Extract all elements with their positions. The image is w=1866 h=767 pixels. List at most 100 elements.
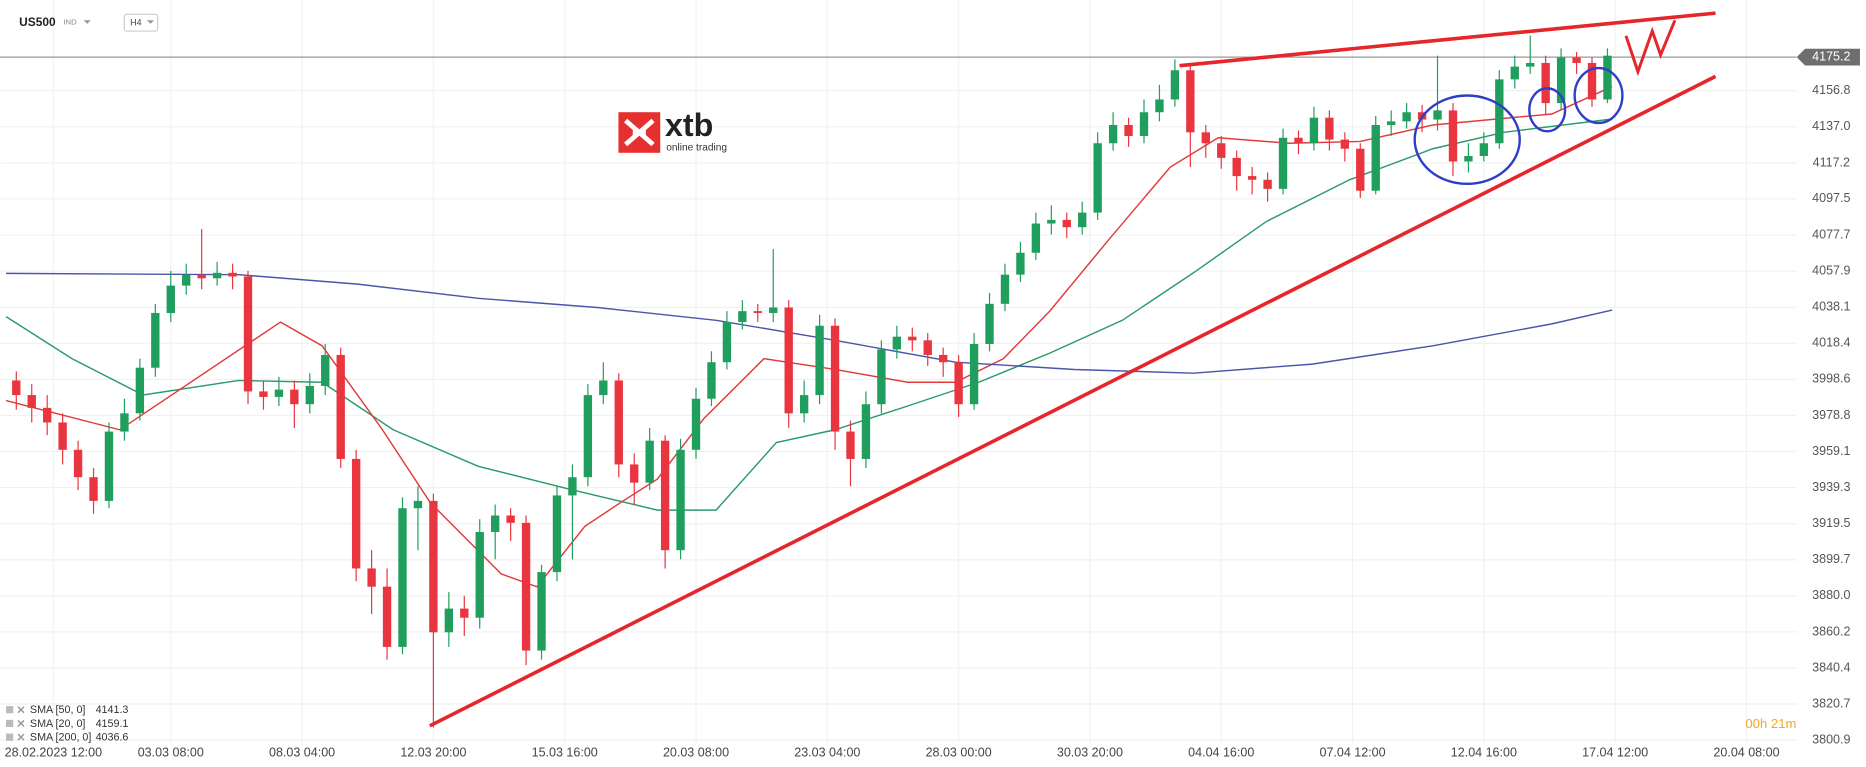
candle-body: [1155, 99, 1164, 113]
candle-body: [1247, 176, 1257, 180]
candle-body: [599, 380, 608, 396]
candle-body: [892, 336, 902, 350]
candle-body: [552, 495, 562, 573]
legend-value: 4141.3: [96, 704, 129, 716]
legend-close: [17, 733, 25, 741]
x-tick-label: 23.03 04:00: [794, 746, 860, 760]
interval: H4: [130, 18, 141, 28]
x-tick-label: 12.04 16:00: [1451, 746, 1517, 760]
candle-body: [939, 354, 948, 363]
legend-value: 4036.6: [96, 732, 129, 744]
candle-body: [691, 398, 701, 450]
y-tick-label: 4038.1: [1812, 300, 1850, 314]
candle-body: [1526, 62, 1535, 67]
y-tick-label: 4077.7: [1812, 227, 1850, 241]
candle-body: [274, 389, 284, 397]
highlight-ellipse: [1573, 66, 1624, 125]
candle-body: [151, 312, 160, 368]
legend: SMA [50, 0] 4141.3 SMA [20, 0] 4159.1 SMA [2…: [6, 704, 129, 744]
candle-body: [784, 307, 793, 414]
legend-icon: [6, 706, 14, 714]
legend-name: SMA [200, 0]: [30, 732, 91, 744]
candle-body: [1448, 110, 1458, 162]
annotations: [429, 11, 1717, 728]
x-tick-label: 17.04 12:00: [1582, 746, 1648, 760]
candle-body: [769, 307, 778, 313]
sma-line: [6, 272, 1613, 374]
w-sketch: [1624, 19, 1677, 77]
candle-body: [135, 367, 145, 414]
candle-body: [1000, 274, 1010, 304]
x-tick-label: 08.03 04:00: [269, 746, 335, 760]
highlight-ellipse: [1413, 94, 1521, 186]
y-tick-label: 3800.9: [1812, 732, 1850, 746]
x-tick-label: 04.04 16:00: [1188, 746, 1254, 760]
x-tick-label: 07.04 12:00: [1319, 746, 1385, 760]
candle-timer: 00h 21m: [1745, 716, 1796, 731]
candle-body: [1572, 57, 1581, 63]
candle-body: [861, 404, 871, 459]
market: IND: [63, 18, 77, 27]
candle-body: [1186, 70, 1195, 133]
candle-body: [521, 522, 531, 651]
symbol: US500: [19, 15, 56, 29]
candle-body: [367, 568, 376, 587]
x-tick-label: 20.04 08:00: [1713, 746, 1779, 760]
candle-body: [305, 385, 314, 405]
candle-body: [645, 440, 654, 483]
x-tick-label: 28.02.2023 12:00: [5, 746, 102, 760]
candle-body: [846, 431, 855, 459]
candle-body: [923, 340, 932, 355]
header: US500 IND H4: [19, 13, 159, 32]
candle-body: [799, 395, 809, 414]
legend-name: SMA [20, 0]: [30, 718, 86, 730]
y-tick-label: 3919.5: [1812, 516, 1850, 530]
candle-body: [969, 343, 979, 405]
logo-x: [624, 118, 655, 147]
candle-body: [491, 515, 500, 532]
x-tick-label: 12.03 20:00: [400, 746, 466, 760]
dropdown-arrow[interactable]: [83, 20, 91, 24]
legend-close: [17, 706, 25, 714]
candle-body: [1232, 157, 1241, 177]
candle-body: [382, 586, 392, 647]
x-tick-label: 30.03 20:00: [1057, 746, 1123, 760]
x-tick-label: 28.03 00:00: [926, 746, 992, 760]
current-price-label: 4175.2: [1812, 49, 1850, 63]
candle-body: [954, 362, 963, 405]
candle-body: [58, 422, 67, 450]
candle-body: [1479, 143, 1489, 157]
logo-tagline: online trading: [666, 143, 727, 154]
x-tick-label: 03.03 08:00: [138, 746, 204, 760]
candle-body: [738, 311, 747, 323]
candle-body: [660, 440, 670, 551]
candle-body: [630, 464, 639, 483]
candle-body: [1031, 223, 1041, 253]
interval-button[interactable]: [123, 13, 159, 32]
candle-body: [1016, 252, 1025, 275]
grid: [0, 0, 1797, 743]
candle-body: [120, 413, 129, 432]
candle-body: [12, 380, 21, 396]
y-tick-label: 3820.7: [1812, 696, 1850, 710]
candle-body: [1263, 179, 1272, 189]
candle-body: [228, 272, 237, 277]
candle-body: [89, 477, 98, 501]
candle-body: [166, 285, 175, 313]
x-tick-label: 20.03 08:00: [663, 746, 729, 760]
candle-body: [583, 395, 593, 478]
legend-value: 4159.1: [96, 718, 129, 730]
resistance-trendline: [1179, 11, 1716, 68]
candle-body: [1201, 132, 1210, 144]
candle-body: [830, 325, 840, 432]
legend-close: [17, 719, 25, 727]
candle-body: [908, 336, 917, 341]
candle-body: [429, 500, 438, 633]
candle-body: [243, 276, 253, 392]
candle-body: [1371, 125, 1380, 191]
y-tick-label: 3978.8: [1812, 408, 1850, 422]
axes: 4156.8 4137.0 4117.2 4097.5 4077.7 4057.9 4038…: [5, 0, 1866, 767]
candle-body: [676, 449, 685, 551]
